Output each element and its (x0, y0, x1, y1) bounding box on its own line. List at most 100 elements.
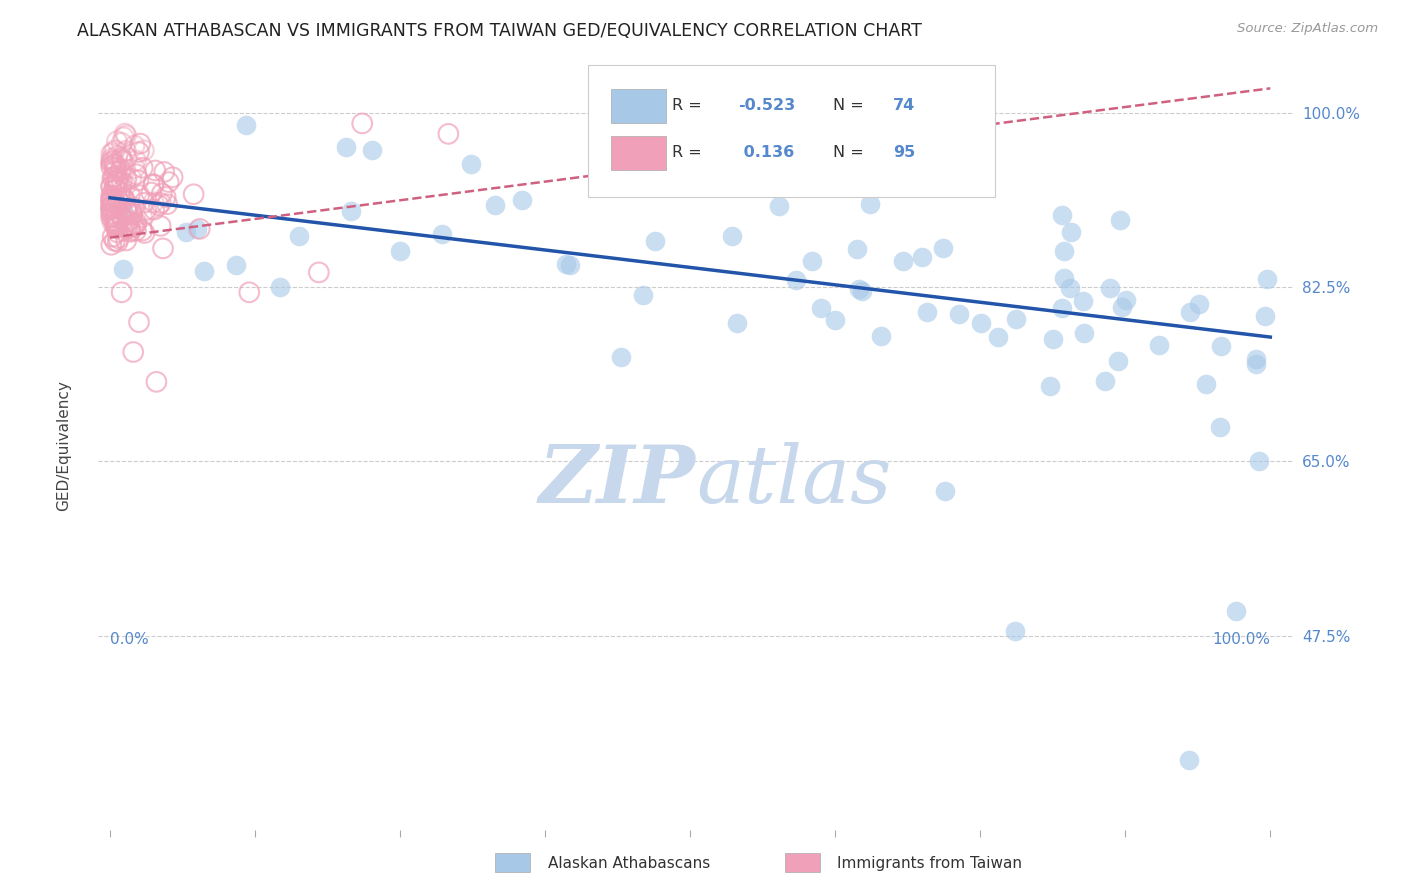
Point (848, 282, 870, 296)
Point (1111, 300, 1133, 314)
Point (142, 178, 165, 192)
Point (1004, 624, 1026, 638)
Point (893, 254, 915, 268)
Point (1147, 338, 1170, 352)
Point (115, 234, 138, 248)
Point (225, 259, 247, 273)
Point (1053, 271, 1076, 285)
Point (104, 156, 127, 170)
Point (100, 194, 122, 208)
Point (105, 134, 128, 148)
Point (911, 250, 934, 264)
Point (1073, 294, 1095, 309)
Point (115, 128, 138, 143)
Text: N =: N = (834, 98, 865, 113)
Point (361, 143, 384, 157)
Point (124, 138, 146, 153)
Point (101, 229, 124, 244)
Point (122, 345, 145, 359)
Point (105, 149, 128, 163)
FancyBboxPatch shape (589, 65, 995, 197)
Point (105, 221, 128, 235)
Point (112, 130, 135, 145)
Point (117, 212, 139, 227)
Point (100, 157, 122, 171)
Point (105, 182, 128, 196)
Point (103, 153, 125, 168)
Point (101, 207, 124, 221)
Point (100, 189, 122, 203)
Point (644, 234, 666, 248)
Point (1188, 297, 1211, 311)
Point (100, 147, 122, 161)
Point (111, 153, 134, 168)
Point (117, 205, 139, 219)
Point (128, 315, 150, 329)
Point (131, 211, 153, 225)
Point (114, 127, 136, 141)
Text: atlas: atlas (696, 442, 891, 519)
Text: 0.136: 0.136 (738, 145, 794, 160)
Point (120, 224, 142, 238)
Point (104, 164, 127, 178)
Point (148, 198, 170, 212)
Point (101, 171, 124, 186)
Point (110, 185, 132, 199)
Point (1059, 281, 1081, 295)
Point (823, 153, 845, 167)
Point (1244, 351, 1267, 366)
Point (107, 217, 129, 231)
Text: 74: 74 (893, 98, 915, 113)
Text: Immigrants from Taiwan: Immigrants from Taiwan (837, 856, 1022, 871)
Point (103, 169, 125, 184)
Point (142, 178, 165, 192)
Point (915, 305, 938, 319)
Point (1050, 301, 1073, 315)
Point (100, 192, 122, 206)
Point (1094, 374, 1116, 388)
Point (112, 191, 135, 205)
Point (1254, 309, 1277, 323)
Point (558, 258, 581, 272)
Point (193, 263, 215, 277)
Point (111, 261, 134, 276)
Point (785, 273, 807, 287)
Point (725, 316, 748, 330)
Point (104, 234, 127, 248)
Point (352, 116, 374, 130)
Point (104, 144, 127, 158)
Point (1109, 212, 1132, 227)
Point (100, 179, 122, 194)
Point (1098, 280, 1121, 294)
Point (1039, 379, 1062, 393)
Point (110, 151, 132, 165)
Point (969, 316, 991, 330)
Point (142, 195, 165, 210)
Point (120, 202, 142, 217)
Point (107, 235, 129, 249)
Text: N =: N = (834, 145, 865, 160)
Point (186, 222, 208, 236)
Point (114, 178, 136, 193)
Point (335, 140, 357, 154)
Point (143, 202, 166, 217)
Point (1052, 244, 1074, 259)
Point (484, 198, 506, 212)
Text: Source: ZipAtlas.com: Source: ZipAtlas.com (1237, 22, 1378, 36)
Point (128, 188, 150, 202)
Point (103, 182, 125, 196)
Point (104, 217, 127, 231)
Point (389, 244, 412, 258)
Point (554, 257, 576, 271)
Point (107, 205, 129, 219)
Point (112, 202, 135, 217)
Point (125, 153, 148, 168)
Point (1115, 293, 1137, 307)
Point (183, 187, 205, 202)
Point (107, 172, 129, 186)
Text: Alaskan Athabascans: Alaskan Athabascans (548, 856, 710, 871)
Point (100, 202, 122, 216)
Point (103, 158, 125, 172)
Point (1073, 326, 1095, 340)
Point (100, 160, 122, 174)
